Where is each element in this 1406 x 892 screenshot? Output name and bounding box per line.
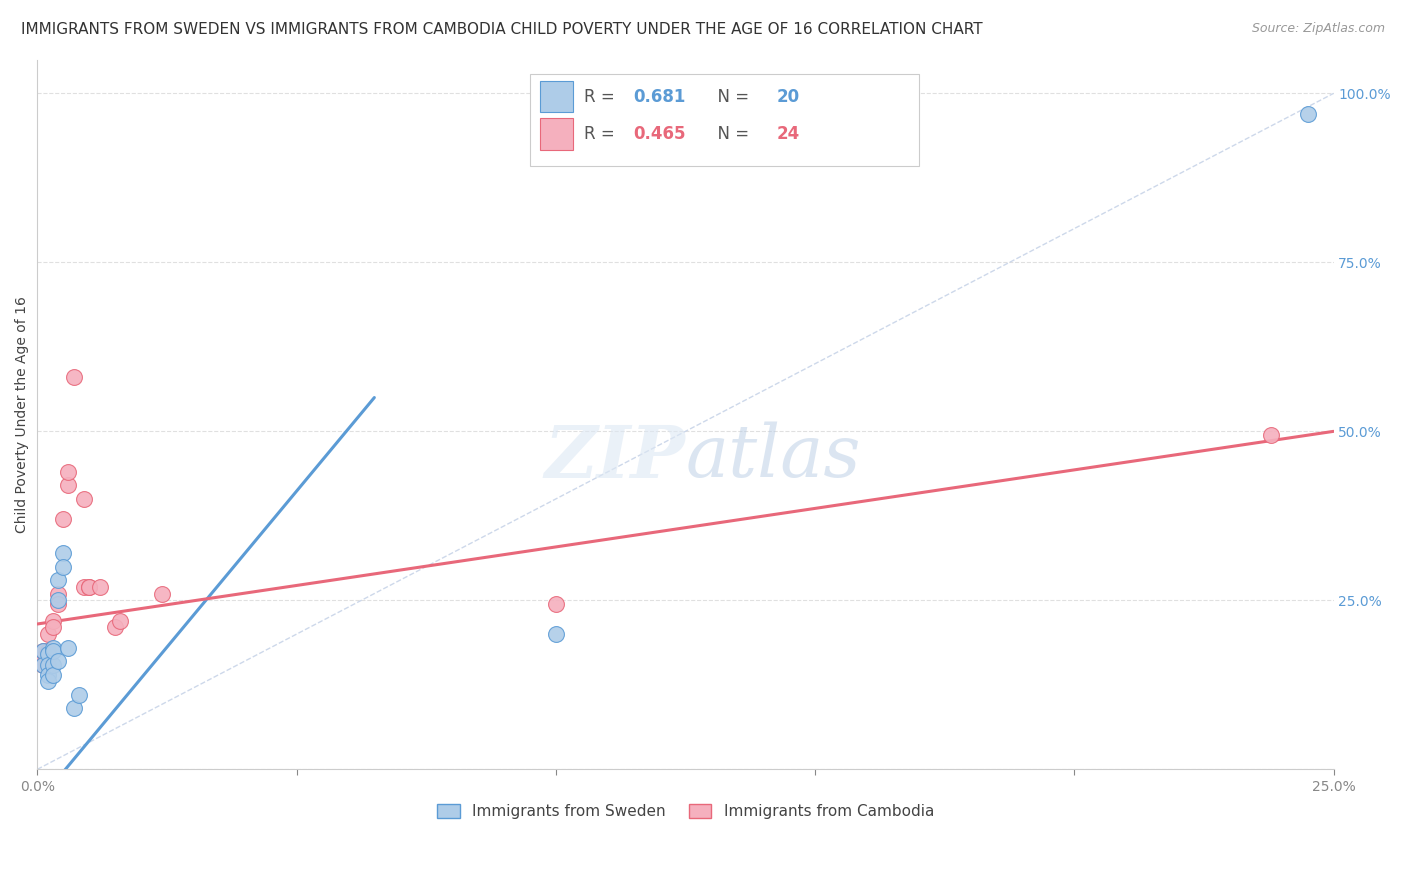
Point [67, 688, 90, 702]
Point [37, 627, 59, 641]
Text: R =: R = [585, 125, 620, 143]
FancyBboxPatch shape [540, 118, 572, 150]
Text: 20: 20 [776, 87, 799, 105]
Point [46, 593, 69, 607]
Text: IMMIGRANTS FROM SWEDEN VS IMMIGRANTS FROM CAMBODIA CHILD POVERTY UNDER THE AGE O: IMMIGRANTS FROM SWEDEN VS IMMIGRANTS FRO… [21, 22, 983, 37]
Point [110, 614, 132, 628]
Text: R =: R = [585, 87, 620, 105]
Point [1296, 106, 1319, 120]
Point [73, 491, 96, 506]
Point [31, 650, 53, 665]
Point [37, 650, 59, 665]
Point [62, 701, 84, 715]
Point [42, 657, 65, 672]
Point [42, 667, 65, 681]
Point [37, 644, 59, 658]
Point [42, 620, 65, 634]
Text: N =: N = [707, 87, 755, 105]
Point [544, 627, 567, 641]
Text: ZIP: ZIP [544, 422, 685, 492]
Point [37, 657, 59, 672]
Point [31, 657, 53, 672]
Point [46, 597, 69, 611]
Text: N =: N = [707, 125, 755, 143]
Point [52, 559, 75, 574]
Text: 0.465: 0.465 [634, 125, 686, 143]
Point [52, 512, 75, 526]
Point [31, 657, 53, 672]
Point [58, 640, 80, 655]
Point [89, 580, 111, 594]
Point [58, 478, 80, 492]
Point [37, 648, 59, 662]
Point [37, 674, 59, 689]
Point [37, 667, 59, 681]
Point [52, 546, 75, 560]
Point [62, 370, 84, 384]
Text: 24: 24 [776, 125, 800, 143]
Point [46, 573, 69, 587]
Point [77, 580, 100, 594]
Text: Source: ZipAtlas.com: Source: ZipAtlas.com [1251, 22, 1385, 36]
Point [58, 465, 80, 479]
Point [42, 644, 65, 658]
Point [544, 597, 567, 611]
Text: 0.681: 0.681 [634, 87, 686, 105]
Point [42, 640, 65, 655]
Point [31, 644, 53, 658]
Point [150, 586, 173, 600]
Text: atlas: atlas [685, 422, 860, 492]
Y-axis label: Child Poverty Under the Age of 16: Child Poverty Under the Age of 16 [15, 296, 30, 533]
Point [31, 644, 53, 658]
Legend: Immigrants from Sweden, Immigrants from Cambodia: Immigrants from Sweden, Immigrants from … [430, 798, 941, 825]
Point [104, 620, 127, 634]
Point [46, 586, 69, 600]
FancyBboxPatch shape [530, 74, 918, 166]
Point [42, 614, 65, 628]
Point [46, 654, 69, 668]
Point [1260, 427, 1282, 442]
Point [73, 580, 96, 594]
Point [77, 580, 100, 594]
FancyBboxPatch shape [540, 80, 572, 112]
